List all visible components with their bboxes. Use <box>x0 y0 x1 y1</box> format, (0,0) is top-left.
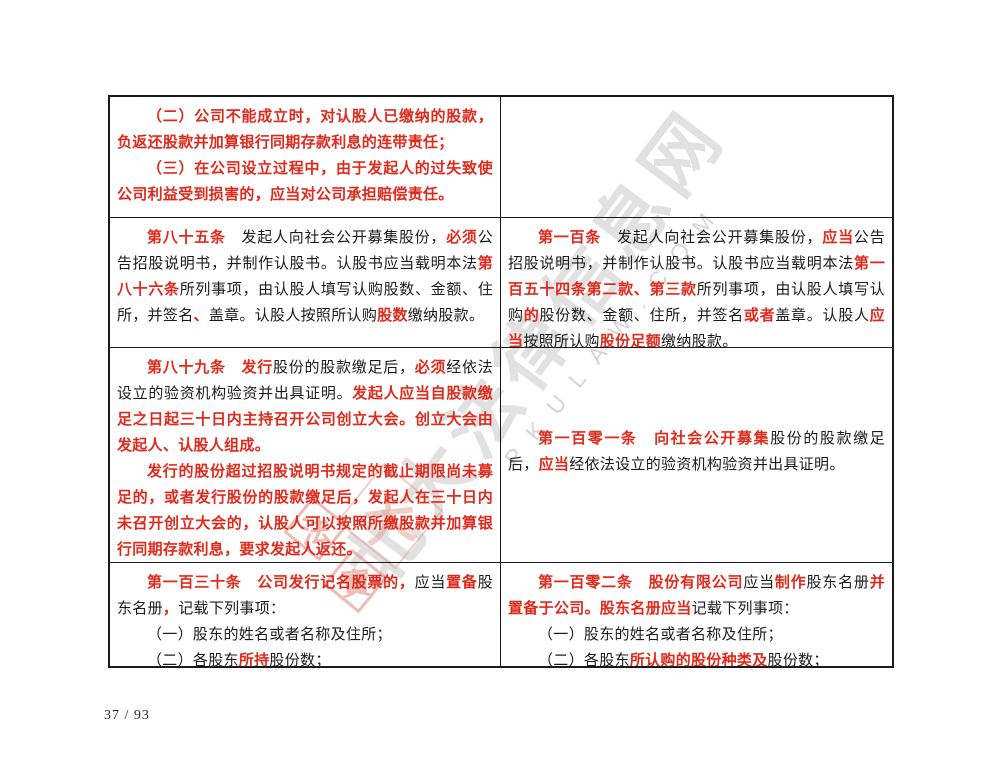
text-segment: 股份数、金额、住所，并签名 <box>539 306 744 324</box>
text-segment: 所列事项，由认股人填写认购 <box>508 280 885 324</box>
text-segment: 必须 <box>414 358 447 376</box>
text-segment: 第一百零二条 <box>538 573 633 591</box>
table-cell: 第一百三十条 公司发行记名股票的，应当置备股东名册，记载下列事项： （一）股东的姓… <box>110 563 501 666</box>
paragraph: 第一百条 发起人向社会公开募集股份，应当公告招股说明书，并制作认股书。认股书应当… <box>508 224 886 348</box>
text-segment: 盖章。认股人按照所认购 <box>208 306 378 324</box>
paragraph: （二）各股东所认购的股份种类及股份数； <box>508 647 885 666</box>
text-segment: 第一百三十条 <box>147 573 242 591</box>
text-segment: 所列事项，由认股人填写认购股数、金额、住所，并签名 <box>117 280 493 324</box>
text-segment: 应当 <box>538 455 570 473</box>
text-segment: 应当 <box>822 228 854 246</box>
page-number: 37 / 93 <box>104 708 150 723</box>
text-segment: 公告招股说明书，并制作认股书。认股书应当载明本法 <box>508 228 886 272</box>
paragraph: 第一百三十条 公司发行记名股票的，应当置备股东名册，记载下列事项： <box>117 569 493 621</box>
text-segment: 应当 <box>508 306 885 348</box>
table-cell: （二）公司不能成立时，对认股人已缴纳的股款，负返还股款并加算银行同期存款利息的连… <box>110 97 501 218</box>
text-segment: 股数 <box>377 306 408 324</box>
text-segment <box>638 429 655 447</box>
text-segment: （二）各股东 <box>538 651 630 666</box>
paragraph: 第一百零二条 股份有限公司应当制作股东名册并置备于公司。股东名册应当记载下列事项… <box>508 569 885 621</box>
paragraph: （一）股东的姓名或者名称及住所； <box>508 621 885 647</box>
text-segment: 发起人向社会公开募集股份， <box>225 228 447 246</box>
table-cell: 第一百零二条 股份有限公司应当制作股东名册并置备于公司。股东名册应当记载下列事项… <box>501 563 892 666</box>
paragraph: 发行的股份超过招股说明书规定的截止期限尚未募足的，或者发行股份的股款缴足后，发起… <box>117 458 493 562</box>
text-segment: ， <box>162 599 179 617</box>
text-segment <box>226 358 242 376</box>
paragraph: 第八十九条 发行股份的股款缴足后，必须经依法设立的验资机构验资并出具证明。发起人… <box>117 354 493 458</box>
table-cell: 第八十五条 发起人向社会公开募集股份，必须公告招股说明书，并制作认股书。认股书应… <box>110 218 501 348</box>
text-segment: 必须 <box>446 228 478 246</box>
paragraph: （二）各股东所持股份数； <box>117 647 493 666</box>
text-segment: 公司发行记名股票的， <box>257 573 415 591</box>
text-segment: 公告招股说明书，并制作认股书。认股书应当载明本法 <box>117 228 493 272</box>
table-cell: 第一百条 发起人向社会公开募集股份，应当公告招股说明书，并制作认股书。认股书应当… <box>501 218 892 348</box>
text-segment: 股份有限公司 <box>648 573 744 591</box>
text-segment: 所持 <box>238 651 270 666</box>
text-segment: 应当 <box>743 573 775 591</box>
paragraph: （一）股东的姓名或者名称及住所； <box>117 621 493 647</box>
text-segment: 股份足额 <box>599 332 662 348</box>
text-segment: 第八十五条 <box>147 228 226 246</box>
text-segment: 制作 <box>774 573 807 591</box>
text-segment <box>241 573 257 591</box>
comparison-table: （二）公司不能成立时，对认股人已缴纳的股款，负返还股款并加算银行同期存款利息的连… <box>108 95 894 668</box>
text-segment: 经依法设立的验资机构验资并出具证明。 <box>117 358 493 402</box>
text-segment: 缴纳股款。 <box>407 306 485 324</box>
table-cell: 第八十九条 发行股份的股款缴足后，必须经依法设立的验资机构验资并出具证明。发起人… <box>110 348 501 563</box>
text-segment: 股份数； <box>767 651 829 666</box>
text-segment: 或者 <box>743 306 776 324</box>
text-segment: 所认购的股份种类及 <box>629 651 768 666</box>
text-segment: 第八十九条 <box>147 358 226 376</box>
paragraph: （三）在公司设立过程中，由于发起人的过失致使公司利益受到损害的，应当对公司承担赔… <box>117 155 493 207</box>
text-segment: 记载下列事项： <box>178 599 286 617</box>
text-segment: 记载下列事项： <box>691 599 799 617</box>
text-segment <box>633 573 649 591</box>
text-segment: （一）股东的姓名或者名称及住所； <box>538 625 783 643</box>
text-segment: （三）在公司设立过程中，由于发起人的过失致使公司利益受到损害的，应当对公司承担赔… <box>117 159 493 203</box>
text-segment: 缴纳股款。 <box>661 332 738 348</box>
text-segment: 应当 <box>414 573 447 591</box>
table-cell <box>501 97 892 218</box>
text-segment: （一）股东的姓名或者名称及住所； <box>147 625 392 643</box>
text-segment: 按照所认购 <box>523 332 600 348</box>
text-segment: 股份数； <box>269 651 331 666</box>
paragraph: 第一百零一条 向社会公开募集股份的股款缴足后，应当经依法设立的验资机构验资并出具… <box>508 425 885 477</box>
text-segment: 、 <box>193 306 209 324</box>
text-segment: 第一百条 <box>538 228 602 246</box>
text-segment: 第一百五十四条第二款、第三款 <box>508 254 885 298</box>
text-segment: 发起人向社会公开募集股份， <box>601 228 823 246</box>
text-segment: （二）各股东 <box>147 651 239 666</box>
paragraph: （二）公司不能成立时，对认股人已缴纳的股款，负返还股款并加算银行同期存款利息的连… <box>117 103 493 155</box>
table-cell: 第一百零一条 向社会公开募集股份的股款缴足后，应当经依法设立的验资机构验资并出具… <box>501 348 892 563</box>
text-segment: （二）公司不能成立时，对认股人已缴纳的股款，负返还股款并加算银行同期存款利息的连… <box>117 107 493 151</box>
text-segment: 发起人应当自股款缴足之日起三十日内主持召开公司创立大会。创立大会由发起人、认股人… <box>117 384 493 454</box>
text-segment: 第八十六条 <box>117 254 493 298</box>
text-segment: 股份的股款缴足后， <box>508 429 885 473</box>
text-segment: 向社会公开募集 <box>654 429 771 447</box>
text-segment: 股东名册 <box>117 573 493 617</box>
text-segment: 盖章。认股人 <box>775 306 870 324</box>
text-segment: 经依法设立的验资机构验资并出具证明。 <box>569 455 845 473</box>
text-segment: 股东名册 <box>806 573 870 591</box>
text-segment: 并置备于公司。股东名册应当 <box>508 573 885 617</box>
text-segment: 第一百零一条 <box>538 429 638 447</box>
text-segment: 的 <box>523 306 540 324</box>
text-segment: 置备 <box>446 573 478 591</box>
text-segment: 发行的股份超过招股说明书规定的截止期限尚未募足的，或者发行股份的股款缴足后，发起… <box>117 462 493 558</box>
paragraph: 第八十五条 发起人向社会公开募集股份，必须公告招股说明书，并制作认股书。认股书应… <box>117 224 493 328</box>
text-segment: 发行 <box>241 358 273 376</box>
text-segment: 股份的股款缴足后， <box>272 358 415 376</box>
